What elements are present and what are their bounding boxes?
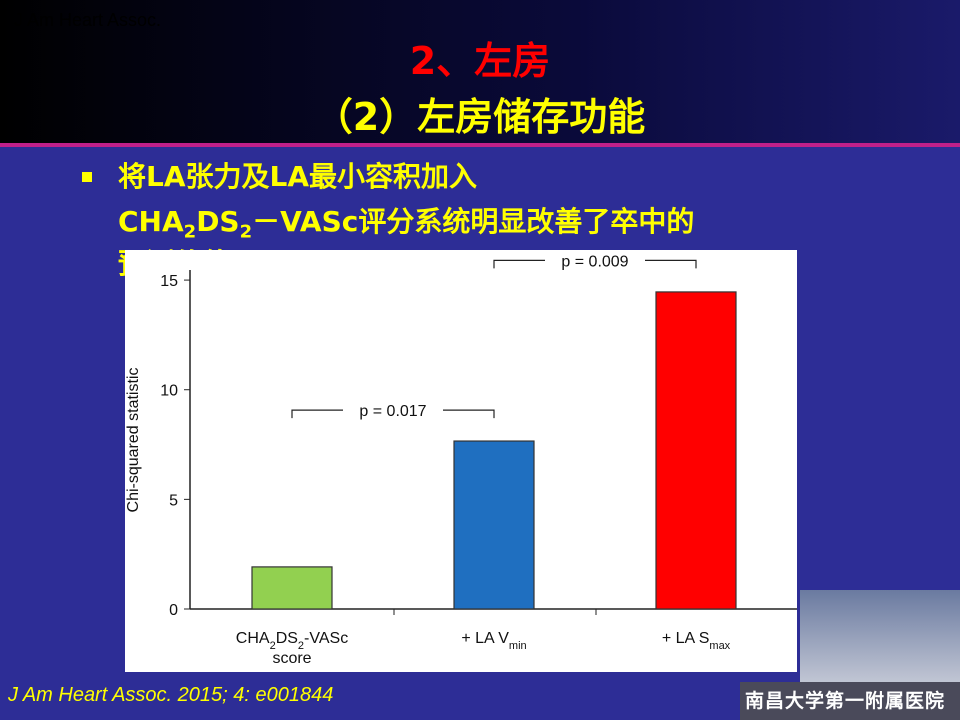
subscript: 2 bbox=[239, 221, 253, 243]
annotation: p = 0.009 bbox=[561, 253, 628, 270]
x-tick-label: score bbox=[272, 650, 311, 667]
text: + LA V bbox=[461, 630, 509, 647]
y-tick-label: 15 bbox=[160, 273, 178, 290]
subscript: min bbox=[509, 640, 527, 652]
source-top: J Am Heart Assoc. bbox=[14, 10, 162, 30]
text: －VASc评分系统明显改善了卒中的 bbox=[252, 205, 695, 238]
bar bbox=[453, 440, 535, 610]
text: CHA bbox=[236, 630, 270, 647]
bullet-marker bbox=[82, 172, 92, 182]
logo-band bbox=[740, 682, 960, 720]
bullet-line1: 将LA张力及LA最小容积加入 bbox=[118, 160, 478, 193]
text: score bbox=[272, 650, 311, 667]
bullet-line2: CHA2DS2－VASc评分系统明显改善了卒中的 bbox=[118, 200, 694, 243]
bar bbox=[251, 566, 333, 610]
subscript: 2 bbox=[270, 640, 276, 652]
chart-box: 0 5 10 15 Chi-squared statistic CHA2DS2-VASc s… bbox=[125, 250, 797, 672]
header-rule bbox=[0, 143, 960, 147]
x-tick-label: + LA Smax bbox=[662, 630, 731, 652]
y-tick-label: 5 bbox=[169, 492, 178, 509]
label-bg bbox=[545, 250, 645, 271]
title-line1: 2、左房 bbox=[409, 39, 551, 83]
logo-text: 南昌大学第一附属医院 bbox=[745, 690, 946, 712]
x-tick-label: CHA2DS2-VASc bbox=[236, 630, 348, 652]
footer: J Am Heart Assoc. 2015; 4: e001844 bbox=[8, 684, 334, 706]
text: DS bbox=[276, 630, 298, 647]
subscript: 2 bbox=[298, 640, 304, 652]
x-tick-label: + LA Vmin bbox=[461, 630, 526, 652]
text: DS bbox=[196, 205, 240, 238]
header-band bbox=[0, 0, 960, 143]
title-line2: （2）左房储存功能 bbox=[314, 95, 646, 139]
y-tick-label: 10 bbox=[160, 383, 178, 400]
logo-building bbox=[800, 590, 960, 690]
text: CHA bbox=[118, 205, 184, 238]
bar bbox=[655, 291, 737, 610]
y-axis-label: Chi-squared statistic bbox=[125, 368, 142, 513]
y-tick-label: 0 bbox=[169, 602, 178, 619]
subscript: max bbox=[709, 640, 730, 652]
annotation: p = 0.017 bbox=[359, 403, 426, 420]
subscript: 2 bbox=[183, 221, 197, 243]
text: -VASc bbox=[304, 630, 348, 647]
label-bg bbox=[343, 400, 443, 421]
text: + LA S bbox=[662, 630, 710, 647]
